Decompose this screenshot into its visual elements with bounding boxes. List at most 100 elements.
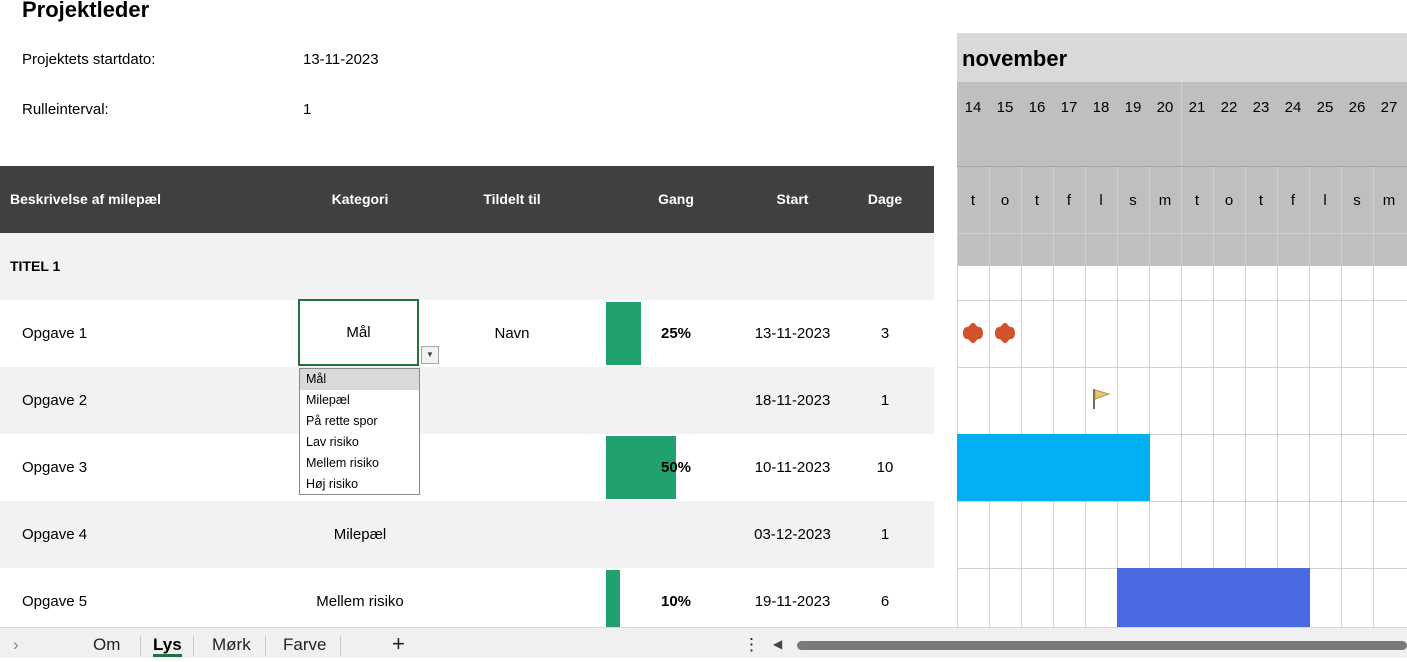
table-row[interactable]: Opgave 1 Navn 25% 13-11-2023 3 (0, 300, 934, 367)
table-row[interactable]: Opgave 5 Mellem risiko 10% 19-11-2023 6 (0, 568, 934, 635)
task-progress[interactable]: 25% (606, 300, 736, 367)
task-progress[interactable]: 10% (606, 568, 736, 635)
tab-nav-chevron-icon[interactable]: › (13, 635, 19, 654)
col-description[interactable]: Beskrivelse af milepæl (10, 191, 161, 207)
task-days[interactable]: 1 (880, 392, 890, 409)
section-title: TITEL 1 (10, 258, 61, 274)
task-progress[interactable]: 50% (606, 434, 736, 501)
gantt-weekday: f (1290, 192, 1296, 209)
tab-mork[interactable]: Mørk (212, 635, 251, 654)
dropdown-option[interactable]: Mål (300, 369, 419, 390)
dropdown-option[interactable]: Lav risiko (306, 435, 359, 449)
tab-lys[interactable]: Lys (153, 628, 182, 658)
interval-label: Rulleinterval: (22, 101, 109, 118)
gantt-day-number: 24 (1284, 99, 1302, 116)
task-days[interactable]: 1 (880, 526, 890, 543)
page-title: Projektleder (22, 0, 150, 22)
gantt-month: november (957, 33, 1407, 82)
task-days[interactable]: 6 (880, 593, 890, 610)
col-assigned[interactable]: Tildelt til (483, 191, 541, 207)
category-dropdown-list[interactable]: Mål Milepæl På rette spor Lav risiko Mel… (299, 368, 420, 495)
gantt-weekday: t (1194, 192, 1200, 209)
task-start[interactable]: 10-11-2023 (754, 459, 831, 476)
gantt-day-number: 22 (1220, 99, 1238, 116)
start-date-value[interactable]: 13-11-2023 (303, 51, 379, 68)
gantt-day-header (957, 82, 1407, 266)
gantt-day-number: 23 (1252, 99, 1270, 116)
gantt-day-number: 16 (1028, 99, 1046, 116)
start-date-label: Projektets startdato: (22, 51, 156, 68)
table-row[interactable]: Opgave 4 Milepæl 03-12-2023 1 (0, 501, 934, 568)
col-days[interactable]: Dage (867, 191, 903, 207)
task-description[interactable]: Opgave 2 (22, 392, 88, 409)
gantt-weekday: s (1353, 192, 1361, 209)
gantt-day-number: 17 (1060, 99, 1078, 116)
add-sheet-button[interactable]: + (392, 631, 405, 656)
tab-om[interactable]: Om (93, 635, 121, 654)
gantt-day-number: 18 (1092, 99, 1110, 116)
scroll-left-icon[interactable]: ◀ (773, 637, 783, 651)
task-start[interactable]: 19-11-2023 (754, 593, 831, 610)
progress-bar (606, 436, 676, 499)
task-description[interactable]: Opgave 4 (22, 526, 88, 543)
dropdown-option[interactable]: På rette spor (306, 414, 378, 428)
task-description[interactable]: Opgave 5 (22, 593, 88, 610)
gantt-weekday: o (1000, 192, 1010, 209)
gantt-day-number: 21 (1188, 99, 1206, 116)
progress-bar (606, 302, 641, 365)
task-start[interactable]: 13-11-2023 (754, 325, 831, 342)
gantt-chart: november 14 t 15 o 16 t 17 f 18 l 19 s 20 m 21 t 22 o 23 t 2… (957, 33, 1407, 628)
interval-value[interactable]: 1 (303, 101, 312, 118)
col-progress[interactable]: Gang (658, 191, 694, 207)
dropdown-arrow-button[interactable]: ▼ (421, 346, 439, 364)
category-cell-selected[interactable]: Mål (298, 299, 419, 366)
table-header: Beskrivelse af milepæl Kategori Tildelt … (0, 166, 934, 233)
gantt-day-number: 27 (1380, 99, 1398, 116)
gantt-day-number: 26 (1348, 99, 1366, 116)
progress-percent: 50% (660, 459, 692, 476)
flag-icon (1092, 388, 1112, 415)
gantt-task-bar[interactable] (1117, 568, 1310, 628)
horizontal-scrollbar[interactable] (797, 641, 1407, 650)
gantt-day-number: 25 (1316, 99, 1334, 116)
section-row[interactable]: TITEL 1 (0, 233, 934, 300)
task-days[interactable]: 10 (876, 459, 894, 476)
task-description[interactable]: Opgave 1 (22, 325, 88, 342)
progress-bar (606, 570, 620, 633)
dropdown-option[interactable]: Høj risiko (306, 477, 359, 491)
gantt-weekday: m (1382, 192, 1396, 209)
task-start[interactable]: 03-12-2023 (754, 526, 831, 543)
gantt-day-number: 14 (964, 99, 982, 116)
tab-farve[interactable]: Farve (283, 635, 327, 654)
gantt-weekday: t (1258, 192, 1264, 209)
gantt-weekday: t (1034, 192, 1040, 209)
dropdown-option[interactable]: Milepæl (306, 393, 350, 407)
gantt-weekday: l (1099, 192, 1103, 209)
table-row[interactable]: Opgave 3 50% 10-11-2023 10 (0, 434, 934, 501)
dropdown-option[interactable]: Mellem risiko (306, 456, 379, 470)
gantt-weekday: o (1224, 192, 1234, 209)
task-description[interactable]: Opgave 3 (22, 459, 88, 476)
gantt-weekday: t (970, 192, 976, 209)
menu-dots-icon[interactable]: ⋮ (743, 635, 760, 654)
task-days[interactable]: 3 (880, 325, 890, 342)
gantt-task-bar[interactable] (957, 434, 1150, 501)
col-start[interactable]: Start (776, 191, 809, 207)
progress-percent: 25% (660, 325, 692, 342)
table-row[interactable]: Opgave 2 18-11-2023 1 (0, 367, 934, 434)
progress-percent: 10% (660, 593, 692, 610)
gantt-weekday: f (1066, 192, 1072, 209)
goal-marker-icon (961, 321, 985, 350)
task-assigned[interactable]: Navn (494, 325, 530, 342)
goal-marker-icon (993, 321, 1017, 350)
gantt-day-number: 20 (1156, 99, 1174, 116)
gantt-weekday: s (1129, 192, 1137, 209)
gantt-day-number: 19 (1124, 99, 1142, 116)
task-start[interactable]: 18-11-2023 (754, 392, 831, 409)
col-category[interactable]: Kategori (331, 191, 389, 207)
gantt-day-number: 15 (996, 99, 1014, 116)
task-category[interactable]: Mellem risiko (316, 593, 404, 610)
gantt-weekday: l (1323, 192, 1327, 209)
gantt-weekday: m (1158, 192, 1172, 209)
task-category[interactable]: Milepæl (333, 526, 387, 543)
